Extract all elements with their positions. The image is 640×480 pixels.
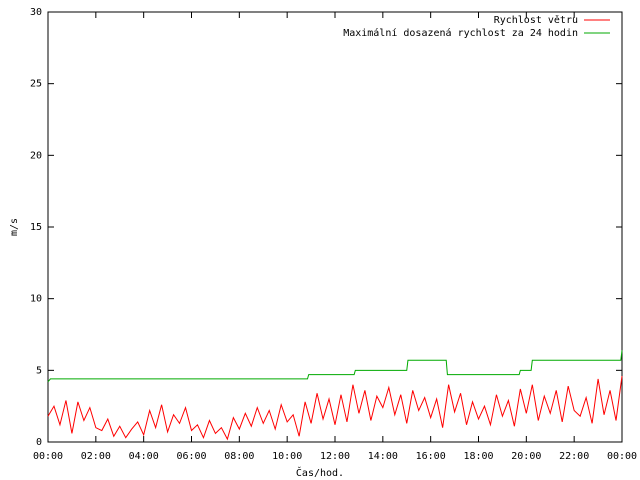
x-tick-label: 18:00 <box>463 451 493 462</box>
y-tick-label: 30 <box>30 7 42 18</box>
y-axis-label: m/s <box>9 218 20 236</box>
x-tick-label: 00:00 <box>33 451 63 462</box>
plot-frame <box>47 11 623 443</box>
x-tick-label: 10:00 <box>272 451 302 462</box>
x-tick-label: 22:00 <box>559 451 589 462</box>
legend-label: Rychlost větru <box>494 14 578 26</box>
y-tick-label: 20 <box>30 150 42 161</box>
x-tick-label: 06:00 <box>176 451 206 462</box>
x-tick-label: 02:00 <box>81 451 111 462</box>
x-tick-label: 04:00 <box>129 451 159 462</box>
x-tick-label: 14:00 <box>368 451 398 462</box>
x-axis-label: Čas/hod. <box>296 466 344 479</box>
series-line <box>47 376 623 441</box>
y-tick-label: 0 <box>36 437 42 448</box>
y-tick-label: 5 <box>36 365 42 376</box>
x-tick-label: 16:00 <box>416 451 446 462</box>
x-tick-label: 08:00 <box>224 451 254 462</box>
legend-label: Maximální dosazená rychlost za 24 hodin <box>343 27 578 39</box>
series-line <box>47 350 623 383</box>
y-tick-label: 10 <box>30 294 42 305</box>
y-tick-label: 15 <box>30 222 42 233</box>
x-tick-label: 12:00 <box>320 451 350 462</box>
x-tick-label: 20:00 <box>511 451 541 462</box>
y-tick-label: 25 <box>30 79 42 90</box>
x-tick-label: 00:00 <box>607 451 637 462</box>
